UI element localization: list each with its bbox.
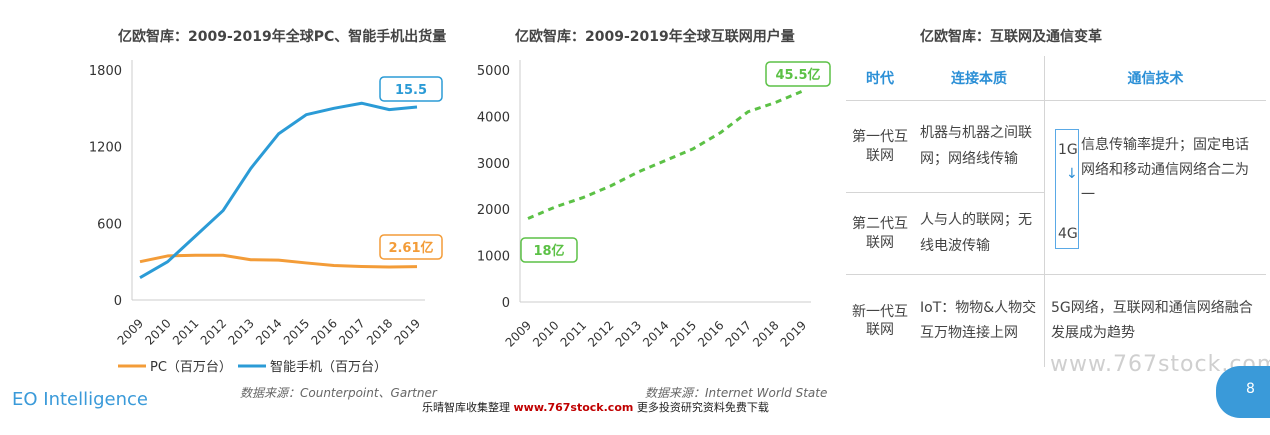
x-tick-label: 2011 [558,318,589,349]
gen-end-label: 4G [1058,225,1078,242]
x-tick-label: 2016 [695,318,726,349]
legend-label: 智能手机（百万台） [270,360,387,375]
generation-box: 1G ↓ 4G [1055,128,1079,249]
gen-start-label: 1G [1058,141,1078,158]
x-tick-label: 2015 [668,318,699,349]
callout-box [520,237,578,263]
y-tick-label: 1800 [89,64,122,79]
source-shipments: 数据来源：Counterpoint、Gartner [240,386,437,400]
y-tick-label: 600 [97,217,122,232]
y-tick-label: 2000 [477,203,510,218]
callout-text: 18亿 [533,243,564,259]
y-tick-label: 5000 [477,64,510,79]
series-line [139,101,418,279]
page-number: 8 [1246,381,1255,397]
chart-title-shipments: 亿欧智库：2009-2019年全球PC、智能手机出货量 [118,29,447,45]
tech-merged-cell: 1G ↓ 4G 信息传输率提升；固定电话网络和移动通信网络合二为一 [1044,100,1266,275]
arrow-down-icon: ↓ [1066,165,1078,182]
x-tick-label: 2017 [723,318,754,349]
era-cell: 第二代互联网 [846,192,914,275]
data-label-callout: 18亿 [520,237,578,263]
y-tick-label: 0 [502,296,510,311]
callout-text: 45.5亿 [775,67,820,83]
table-header-row: 时代 连接本质 通信技术 [846,56,1266,101]
callout-box [379,234,443,260]
data-label-callout: 45.5亿 [765,61,831,87]
y-tick-label: 0 [114,294,122,309]
era-cell: 第一代互联网 [846,100,914,193]
nature-cell: IoT：物物&人物交互万物连接上网 [914,274,1045,367]
callout-text: 15.5 [395,83,427,98]
y-tick-label: 1000 [477,250,510,265]
y-tick-label: 4000 [477,110,510,125]
table-row: 第一代互联网 机器与机器之间联网；网络线传输 1G ↓ 4G 信息传输率提升；固… [846,100,1266,275]
legend-label: PC（百万台） [150,360,232,375]
x-tick-label: 2019 [778,318,809,349]
table-row: 第二代互联网 人与人的联网；无线电波传输 [846,192,1266,275]
header-tech: 通信技术 [1044,56,1266,101]
footer-site-link[interactable]: www.767stock.com [513,401,634,414]
footer-note: 乐晴智库收集整理 www.767stock.com 更多投资研究资料免费下载 [422,399,769,415]
users-chart: 0100020003000400050002009201020112012201… [477,60,831,350]
tech-cell: 5G网络，互联网和通信网络融合发展成为趋势 [1051,299,1253,341]
table-row: 新一代互联网 IoT：物物&人物交互万物连接上网 5G网络，互联网和通信网络融合… [846,274,1266,367]
page-number-badge: 8 [1216,366,1270,418]
y-tick-label: 3000 [477,157,510,172]
x-tick-label: 2018 [750,318,781,349]
header-era: 时代 [846,56,914,101]
table-title: 亿欧智库：互联网及通信变革 [920,29,1102,45]
data-label-callout: 2.61亿 [379,234,443,260]
x-tick-label: 2010 [530,318,561,349]
series-line [139,253,418,269]
x-tick-label: 2012 [585,318,616,349]
nature-cell: 人与人的联网；无线电波传输 [914,192,1045,275]
data-label-callout: 15.5 [379,76,443,102]
series-line [527,89,804,220]
y-tick-label: 1200 [89,141,122,156]
footer-note-suffix: 更多投资研究资料免费下载 [636,401,769,414]
callout-text: 2.61亿 [388,240,433,256]
tech-text: 信息传输率提升；固定电话网络和移动通信网络合二为一 [1081,136,1249,203]
source-users: 数据来源：Internet World State [645,386,828,400]
nature-cell: 机器与机器之间联网；网络线传输 [914,100,1045,193]
x-tick-label: 2014 [640,318,671,349]
internet-evolution-table: 时代 连接本质 通信技术 第一代互联网 机器与机器之间联网；网络线传输 1G ↓… [846,56,1266,367]
brand-logo-text: EO Intelligence [12,389,148,410]
shipments-chart: 0600120018002009201020112012201320142015… [89,60,443,375]
callout-box [765,61,831,87]
chart-title-users: 亿欧智库：2009-2019年全球互联网用户量 [515,29,795,45]
footer-note-prefix: 乐晴智库收集整理 [422,401,510,414]
callout-box [379,76,443,102]
x-tick-label: 2013 [613,318,644,349]
header-nature: 连接本质 [914,56,1045,101]
x-tick-label: 2009 [503,318,534,349]
era-cell: 新一代互联网 [852,303,908,338]
